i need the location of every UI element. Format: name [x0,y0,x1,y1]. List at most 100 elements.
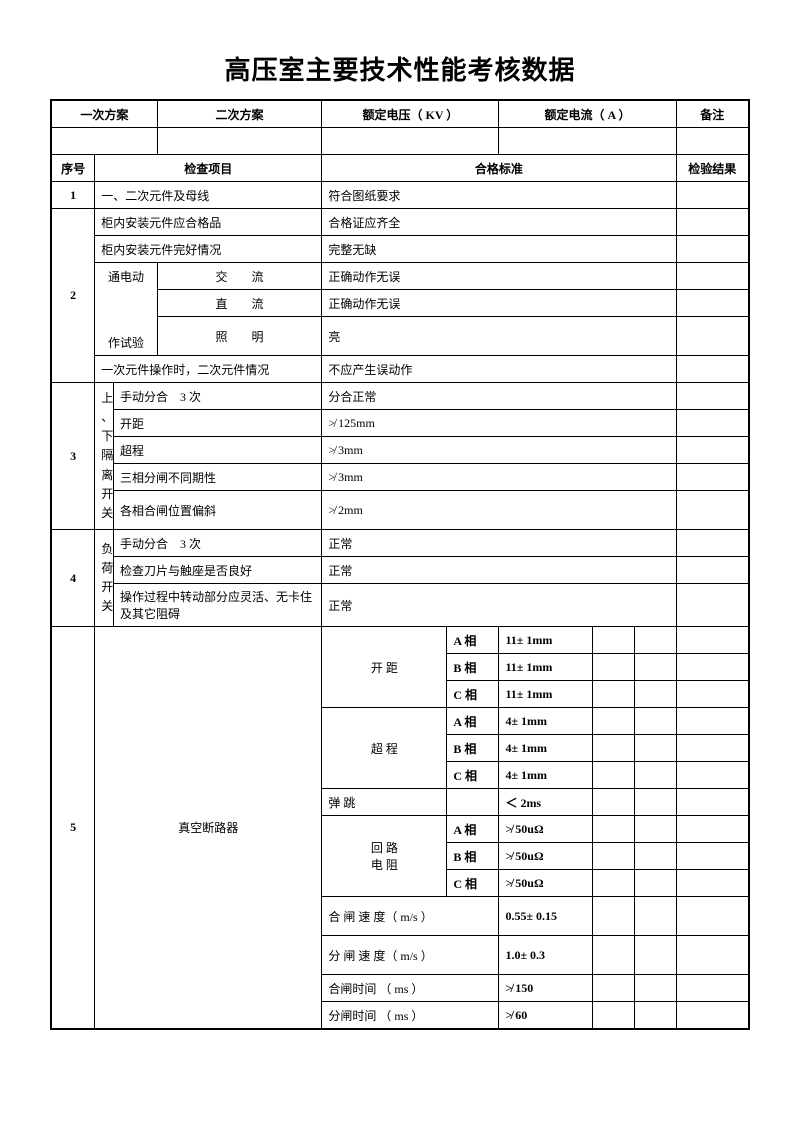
table-row: 开距 ≯ 125mm [51,410,749,437]
cell [676,383,749,410]
main-table: 一次方案 二次方案 额定电压（ KV ） 额定电流（ A ） 备注 序号 检查项… [50,99,750,1030]
cell: 柜内安装元件完好情况 [95,236,322,263]
cell [676,464,749,491]
cell: 正确动作无误 [322,263,676,290]
cell: 真空断路器 [95,627,322,1030]
cell: ≯ 50uΩ [499,816,593,843]
cell: 手动分合 3 次 [114,530,322,557]
cell [634,975,676,1002]
table-row: 一次元件操作时，二次元件情况 不应产生误动作 [51,356,749,383]
cell: 分 闸 速 度（ m/s ） [322,936,499,975]
cell [634,843,676,870]
cell: ≯ 150 [499,975,593,1002]
cell: 回 路电 阻 [322,816,447,897]
cell [51,128,157,155]
cell [676,975,749,1002]
cell [676,182,749,209]
cell [593,897,635,936]
cell: 三相分闸不同期性 [114,464,322,491]
cell: 分合正常 [322,383,676,410]
cell: 5 [51,627,95,1030]
cell [634,816,676,843]
cell [634,870,676,897]
cell [593,936,635,975]
table-row: 各相合闸位置偏斜 ≯ 2mm [51,491,749,530]
table-row: 操作过程中转动部分应灵活、无卡住及其它阻碍 正常 [51,584,749,627]
hdr-remark: 备注 [676,100,749,128]
cell: 检查刀片与触座是否良好 [114,557,322,584]
cell: 1 [51,182,95,209]
table-row: 1 一、二次元件及母线 符合图纸要求 [51,182,749,209]
cell [593,870,635,897]
cell [634,708,676,735]
cell: 不应产生误动作 [322,356,676,383]
table-row: 5 真空断路器 开 距 A 相 11± 1mm [51,627,749,654]
cell: 开距 [114,410,322,437]
cell: 通电动 [95,263,158,290]
cell [676,437,749,464]
hdr-seq: 序号 [51,155,95,182]
cell [676,654,749,681]
cell [634,681,676,708]
cell [676,816,749,843]
cell [634,735,676,762]
cell: 3 [51,383,95,530]
cell: A 相 [447,627,499,654]
cell [634,789,676,816]
cell: 弹 跳 [322,789,447,816]
hdr-standard: 合格标准 [322,155,676,182]
cell [634,1002,676,1030]
cell: 4± 1mm [499,735,593,762]
cell: 操作过程中转动部分应灵活、无卡住及其它阻碍 [114,584,322,627]
cell: ≯ 50uΩ [499,870,593,897]
cell [593,654,635,681]
cell [676,530,749,557]
cell: ≯ 50uΩ [499,843,593,870]
cell: ＜ 2ms [499,789,593,816]
cell: C 相 [447,870,499,897]
cell [676,263,749,290]
table-row: 通电动 交 流 正确动作无误 [51,263,749,290]
cell: C 相 [447,681,499,708]
table-row: 检查刀片与触座是否良好 正常 [51,557,749,584]
hdr-plan2: 二次方案 [157,100,322,128]
cell [676,356,749,383]
hdr-item: 检查项目 [95,155,322,182]
cell: 正确动作无误 [322,290,676,317]
cell: 合闸时间 （ ms ） [322,975,499,1002]
cell [676,936,749,975]
cell [676,236,749,263]
cell: 合 闸 速 度（ m/s ） [322,897,499,936]
cell [593,708,635,735]
table-row: 直 流 正确动作无误 [51,290,749,317]
cell [593,762,635,789]
cell [676,557,749,584]
cell: 交 流 [157,263,322,290]
cell [157,128,322,155]
table-row: 2 柜内安装元件应合格品 合格证应齐全 [51,209,749,236]
cell: 4± 1mm [499,762,593,789]
cell: 柜内安装元件应合格品 [95,209,322,236]
cell [676,843,749,870]
cell [634,936,676,975]
cell: 4± 1mm [499,708,593,735]
cell [634,897,676,936]
cell: ≯ 2mm [322,491,676,530]
cell: 完整无缺 [322,236,676,263]
cell [676,290,749,317]
cell [634,762,676,789]
cell [447,789,499,816]
cell: 11± 1mm [499,627,593,654]
cell [593,843,635,870]
cell [676,897,749,936]
cell: 开 距 [322,627,447,708]
table-row: 柜内安装元件完好情况 完整无缺 [51,236,749,263]
cell [676,1002,749,1030]
cell [593,627,635,654]
table-row: 超程 ≯ 3mm [51,437,749,464]
cell: 合格证应齐全 [322,209,676,236]
table-row: 序号 检查项目 合格标准 检验结果 [51,155,749,182]
page-title: 高压室主要技术性能考核数据 [50,50,750,87]
cell [676,708,749,735]
cell [676,681,749,708]
